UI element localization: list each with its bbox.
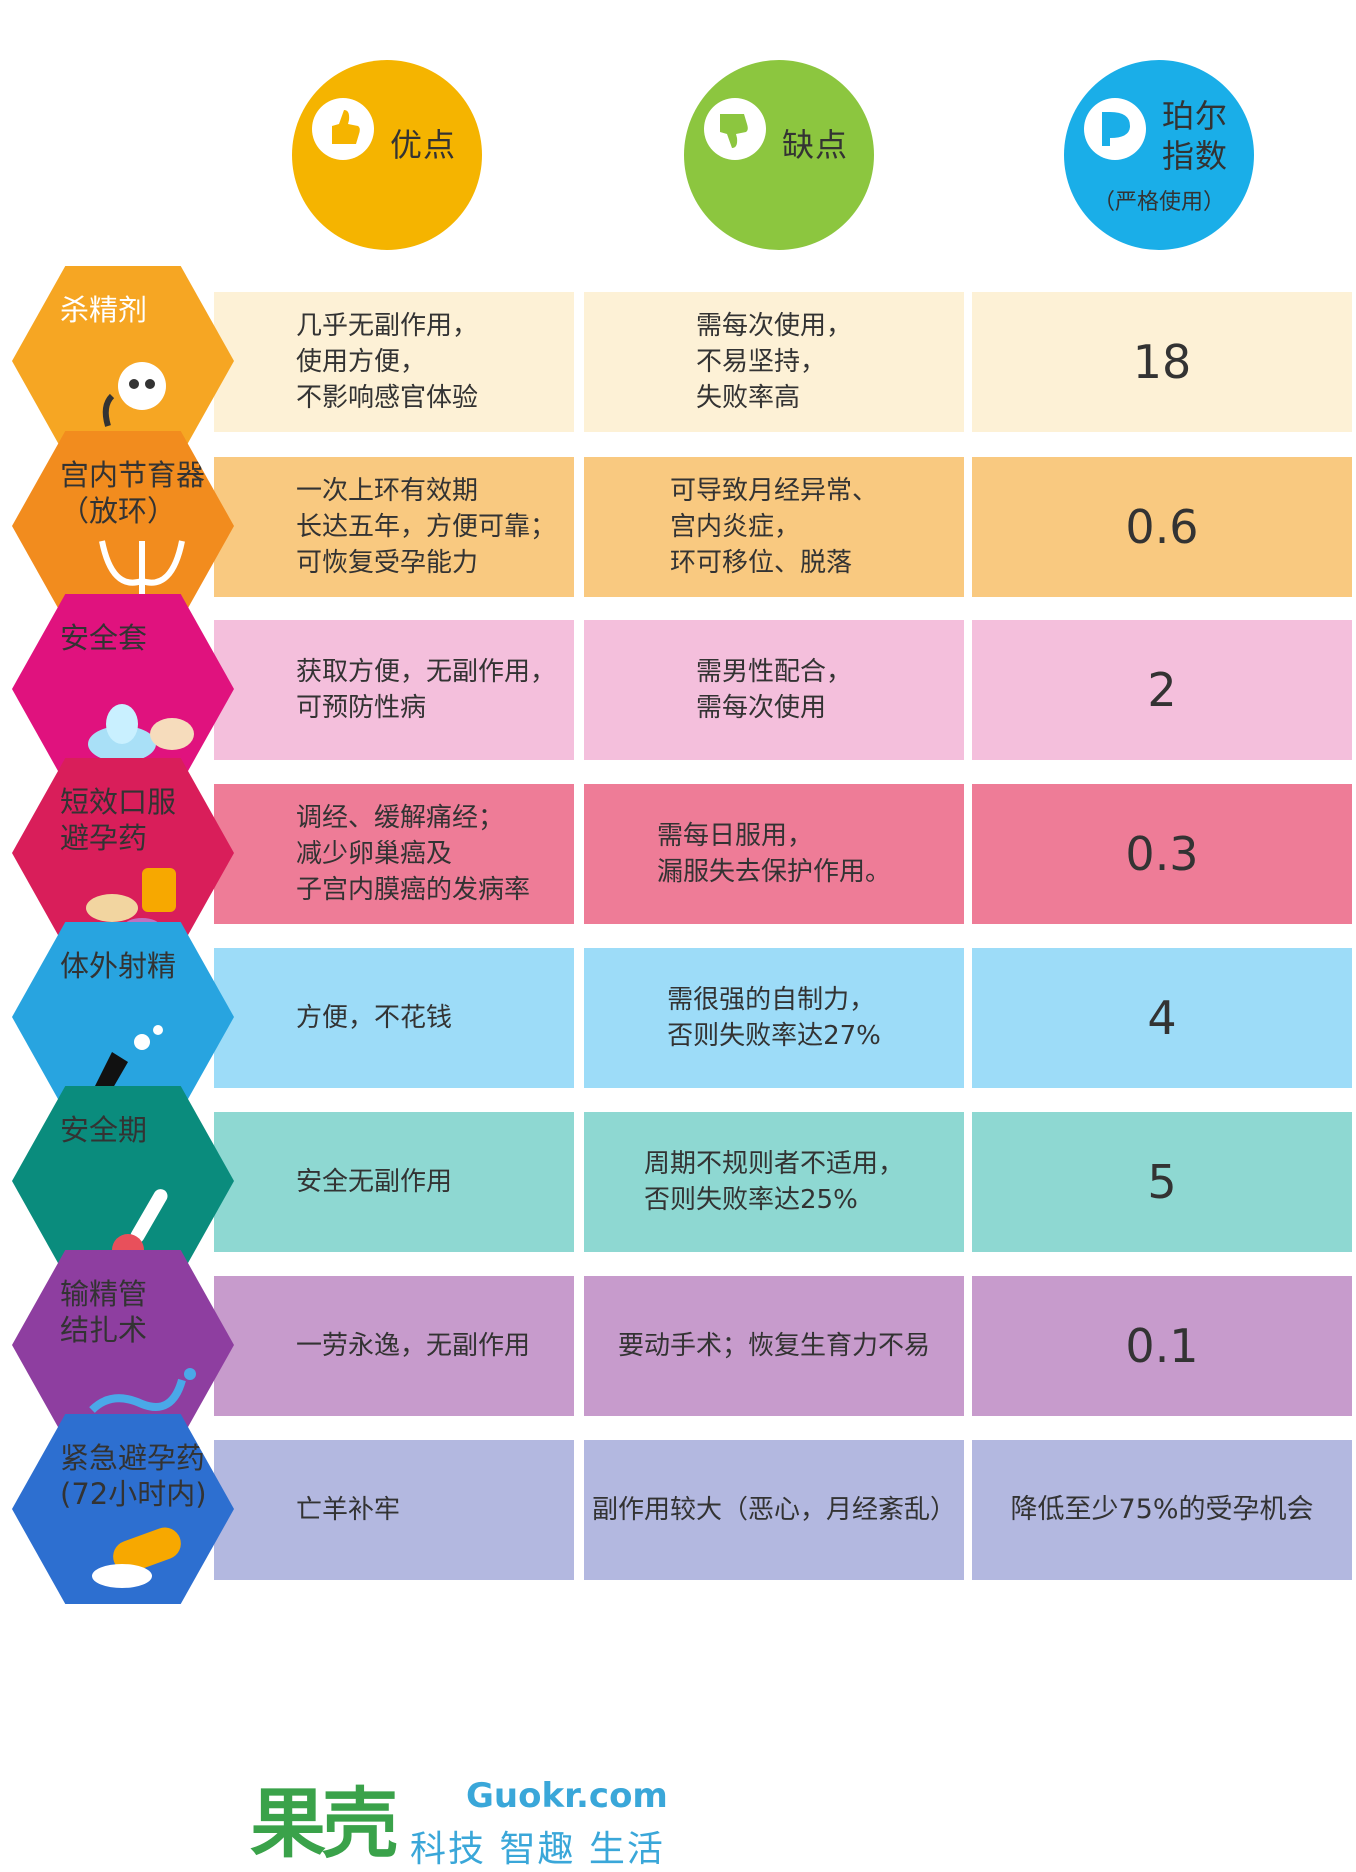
cons-text: 可导致月经异常、 宫内炎症， 环可移位、脱落 (669, 476, 878, 578)
pearl-index-value: 18 (1132, 335, 1192, 389)
method-hexagon: 安全期 (12, 1086, 234, 1276)
table-row: 获取方便，无副作用， 可预防性病 需男性配合， 需每次使用 2 安全套 (0, 594, 1356, 784)
method-name: 安全套 (60, 621, 148, 655)
cons-cell: 需很强的自制力， 否则失败率达27% (584, 948, 964, 1088)
pearl-index-cell: 0.1 (972, 1276, 1352, 1416)
pearl-index-value: 5 (1147, 1155, 1177, 1209)
skull-icon (72, 356, 212, 446)
pros-cell: 方便，不花钱 (214, 948, 574, 1088)
pros-text: 一劳永逸，无副作用 (296, 1331, 531, 1361)
pearl-index-value: 4 (1147, 991, 1177, 1045)
pros-cell: 安全无副作用 (214, 1112, 574, 1252)
method-name: 杀精剂 (60, 293, 148, 327)
pros-text: 获取方便，无副作用， 可预防性病 (296, 657, 557, 723)
cons-text: 需每日服用， 漏服失去保护作用。 (656, 821, 891, 887)
logo-english: Guokr.com (466, 1776, 668, 1816)
pearl-index-header-label: 珀尔指数 (1162, 97, 1229, 175)
pros-cell: 调经、缓解痛经； 减少卵巢癌及 子宫内膜癌的发病率 (214, 784, 574, 924)
thumbs-up-icon (312, 98, 374, 160)
thumbs-down-icon (704, 98, 766, 160)
cons-header-label: 缺点 (782, 126, 849, 164)
method-name: 输精管 结扎术 (60, 1277, 148, 1347)
pros-header: 优点 (292, 60, 482, 250)
cons-cell: 需每次使用， 不易坚持， 失败率高 (584, 292, 964, 432)
iud-icon (72, 521, 212, 611)
pearl-index-cell: 2 (972, 620, 1352, 760)
pearl-index-value: 0.6 (1125, 500, 1199, 554)
cons-text: 周期不规则者不适用， 否则失败率达25% (643, 1149, 904, 1215)
pros-text: 一次上环有效期 长达五年，方便可靠； 可恢复受孕能力 (296, 476, 557, 578)
capsule-icon (72, 1504, 212, 1594)
pros-text: 方便，不花钱 (296, 1003, 453, 1033)
cons-header: 缺点 (684, 60, 874, 250)
pearl-index-cell: 18 (972, 292, 1352, 432)
cons-cell: 周期不规则者不适用， 否则失败率达25% (584, 1112, 964, 1252)
table-row: 一次上环有效期 长达五年，方便可靠； 可恢复受孕能力 可导致月经异常、 宫内炎症，… (0, 431, 1356, 621)
method-name: 安全期 (60, 1113, 148, 1147)
method-hexagon: 输精管 结扎术 (12, 1250, 234, 1440)
pearl-index-cell: 0.6 (972, 457, 1352, 597)
pearl-index-value: 2 (1147, 663, 1177, 717)
pros-text: 调经、缓解痛经； 减少卵巢癌及 子宫内膜癌的发病率 (296, 803, 531, 905)
table-row: 安全无副作用 周期不规则者不适用， 否则失败率达25% 5 安全期 (0, 1086, 1356, 1276)
method-name: 短效口服 避孕药 (60, 785, 177, 855)
pearl-index-cell: 5 (972, 1112, 1352, 1252)
pros-cell: 一劳永逸，无副作用 (214, 1276, 574, 1416)
cons-text: 需很强的自制力， 否则失败率达27% (667, 985, 881, 1051)
method-name: 体外射精 (60, 949, 177, 983)
table-row: 亡羊补牢 副作用较大（恶心，月经紊乱） 降低至少75%的受孕机会 紧急避孕药 (72小… (0, 1414, 1356, 1604)
method-name: 宫内节育器 （放环） (60, 458, 206, 528)
method-hexagon: 安全套 (12, 594, 234, 784)
pros-text: 几乎无副作用， 使用方便， 不影响感官体验 (296, 311, 479, 413)
pros-text: 亡羊补牢 (296, 1495, 401, 1525)
method-hexagon: 宫内节育器 （放环） (12, 431, 234, 621)
pearl-index-header: 珀尔指数 （严格使用） (1064, 60, 1254, 250)
pros-cell: 获取方便，无副作用， 可预防性病 (214, 620, 574, 760)
cons-cell: 需男性配合， 需每次使用 (584, 620, 964, 760)
tube-icon (72, 1340, 212, 1430)
cons-cell: 需每日服用， 漏服失去保护作用。 (584, 784, 964, 924)
table-row: 方便，不花钱 需很强的自制力， 否则失败率达27% 4 体外射精 (0, 922, 1356, 1112)
cons-cell: 要动手术；恢复生育力不易 (584, 1276, 964, 1416)
cons-text: 副作用较大（恶心，月经紊乱） (591, 1495, 956, 1525)
pros-header-label: 优点 (390, 126, 457, 164)
pearl-index-cell: 0.3 (972, 784, 1352, 924)
logo-chinese: 果壳 (250, 1779, 398, 1868)
pearl-index-cell: 4 (972, 948, 1352, 1088)
condom-icon (72, 684, 212, 774)
pros-text: 安全无副作用 (296, 1167, 453, 1197)
method-hexagon: 体外射精 (12, 922, 234, 1112)
method-hexagon: 杀精剂 (12, 266, 234, 456)
pearl-p-icon (1084, 98, 1146, 160)
cons-cell: 副作用较大（恶心，月经紊乱） (584, 1440, 964, 1580)
pearl-index-value: 0.3 (1125, 827, 1199, 881)
table-row: 一劳永逸，无副作用 要动手术；恢复生育力不易 0.1 输精管 结扎术 (0, 1250, 1356, 1440)
pros-cell: 一次上环有效期 长达五年，方便可靠； 可恢复受孕能力 (214, 457, 574, 597)
pros-cell: 几乎无副作用， 使用方便， 不影响感官体验 (214, 292, 574, 432)
pearl-index-value: 降低至少75%的受孕机会 (1010, 1494, 1314, 1525)
pearl-index-value: 0.1 (1125, 1319, 1199, 1373)
table-row: 调经、缓解痛经； 减少卵巢癌及 子宫内膜癌的发病率 需每日服用， 漏服失去保护作用… (0, 758, 1356, 948)
logo-tagline: 科技 智趣 生活 (410, 1829, 665, 1870)
cons-cell: 可导致月经异常、 宫内炎症， 环可移位、脱落 (584, 457, 964, 597)
pros-cell: 亡羊补牢 (214, 1440, 574, 1580)
method-hexagon: 紧急避孕药 (72小时内) (12, 1414, 234, 1604)
table-row: 几乎无副作用， 使用方便， 不影响感官体验 需每次使用， 不易坚持， 失败率高 18… (0, 266, 1356, 456)
method-name: 紧急避孕药 (72小时内) (60, 1441, 207, 1511)
method-hexagon: 短效口服 避孕药 (12, 758, 234, 948)
pearl-index-cell: 降低至少75%的受孕机会 (972, 1440, 1352, 1580)
pearl-index-header-sub: （严格使用） (1092, 190, 1225, 215)
cons-text: 需男性配合， 需每次使用 (695, 657, 852, 723)
cons-text: 需每次使用， 不易坚持， 失败率高 (695, 311, 852, 413)
guokr-logo: 果壳 Guokr.com 科技 智趣 生活 (230, 1752, 680, 1872)
cons-text: 要动手术；恢复生育力不易 (617, 1331, 930, 1361)
